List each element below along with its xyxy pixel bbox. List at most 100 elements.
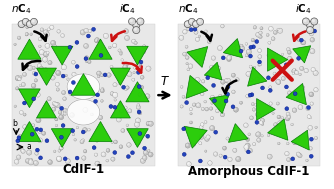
Circle shape (221, 101, 222, 103)
Circle shape (48, 60, 52, 65)
Circle shape (59, 135, 63, 139)
Circle shape (311, 39, 312, 40)
Circle shape (83, 107, 88, 112)
Circle shape (137, 64, 138, 66)
Circle shape (42, 131, 46, 135)
Circle shape (59, 115, 64, 120)
Circle shape (274, 123, 278, 127)
Circle shape (214, 153, 216, 154)
Circle shape (113, 151, 117, 154)
Circle shape (232, 90, 235, 94)
Circle shape (125, 87, 126, 88)
Circle shape (222, 146, 226, 150)
Circle shape (35, 127, 39, 131)
Circle shape (32, 20, 34, 22)
Circle shape (231, 105, 235, 109)
Polygon shape (51, 129, 73, 147)
Circle shape (35, 152, 38, 155)
Circle shape (183, 52, 187, 56)
Circle shape (53, 46, 55, 47)
Circle shape (29, 158, 33, 162)
Circle shape (146, 134, 150, 138)
Circle shape (102, 153, 104, 155)
Circle shape (302, 41, 304, 43)
Circle shape (246, 49, 252, 54)
Circle shape (188, 28, 189, 29)
Circle shape (277, 126, 280, 129)
Circle shape (60, 147, 61, 148)
Circle shape (269, 86, 272, 89)
Circle shape (142, 50, 146, 53)
Circle shape (30, 132, 34, 136)
Circle shape (232, 74, 233, 75)
Circle shape (259, 50, 260, 51)
Circle shape (199, 125, 203, 129)
Circle shape (125, 36, 130, 40)
Circle shape (244, 124, 246, 125)
Circle shape (190, 108, 191, 109)
Circle shape (136, 123, 137, 125)
Circle shape (308, 23, 310, 25)
Circle shape (269, 102, 272, 105)
Circle shape (38, 138, 42, 143)
Circle shape (25, 159, 30, 163)
Circle shape (298, 105, 303, 110)
Circle shape (223, 147, 224, 148)
Circle shape (82, 128, 88, 132)
Circle shape (260, 122, 261, 123)
Circle shape (286, 112, 290, 116)
Circle shape (74, 139, 76, 141)
Circle shape (288, 91, 292, 95)
Circle shape (262, 119, 263, 121)
Circle shape (309, 116, 312, 119)
Circle shape (300, 85, 304, 89)
Circle shape (64, 112, 65, 114)
Circle shape (92, 146, 96, 149)
Circle shape (98, 115, 103, 120)
Circle shape (116, 117, 121, 122)
Circle shape (48, 98, 49, 99)
Circle shape (218, 47, 220, 48)
Circle shape (39, 50, 44, 55)
Circle shape (147, 67, 149, 69)
Circle shape (182, 153, 186, 156)
Circle shape (140, 85, 144, 89)
Circle shape (298, 153, 302, 158)
Circle shape (60, 106, 63, 110)
Circle shape (114, 94, 115, 95)
Circle shape (123, 65, 128, 70)
Circle shape (256, 112, 261, 117)
Circle shape (271, 54, 275, 58)
Circle shape (249, 45, 253, 49)
Circle shape (122, 129, 123, 131)
Circle shape (144, 151, 146, 153)
Circle shape (22, 150, 23, 151)
Circle shape (23, 125, 27, 129)
Circle shape (220, 101, 224, 105)
Circle shape (63, 97, 66, 101)
FancyBboxPatch shape (178, 24, 320, 166)
Circle shape (145, 95, 146, 96)
Circle shape (185, 45, 188, 48)
Circle shape (110, 92, 114, 96)
Circle shape (214, 130, 218, 134)
Circle shape (137, 110, 141, 114)
Circle shape (267, 154, 272, 159)
Circle shape (293, 92, 297, 96)
Circle shape (58, 149, 61, 152)
Circle shape (187, 27, 190, 31)
Circle shape (84, 43, 89, 48)
Circle shape (314, 88, 318, 92)
Circle shape (232, 46, 236, 50)
Circle shape (274, 73, 275, 74)
Circle shape (43, 58, 45, 60)
Circle shape (246, 94, 249, 98)
Circle shape (201, 107, 204, 111)
Circle shape (202, 108, 203, 109)
Circle shape (287, 118, 288, 119)
Circle shape (62, 91, 64, 93)
Circle shape (291, 124, 292, 125)
Circle shape (311, 67, 315, 72)
Circle shape (65, 74, 67, 77)
Circle shape (134, 67, 135, 68)
